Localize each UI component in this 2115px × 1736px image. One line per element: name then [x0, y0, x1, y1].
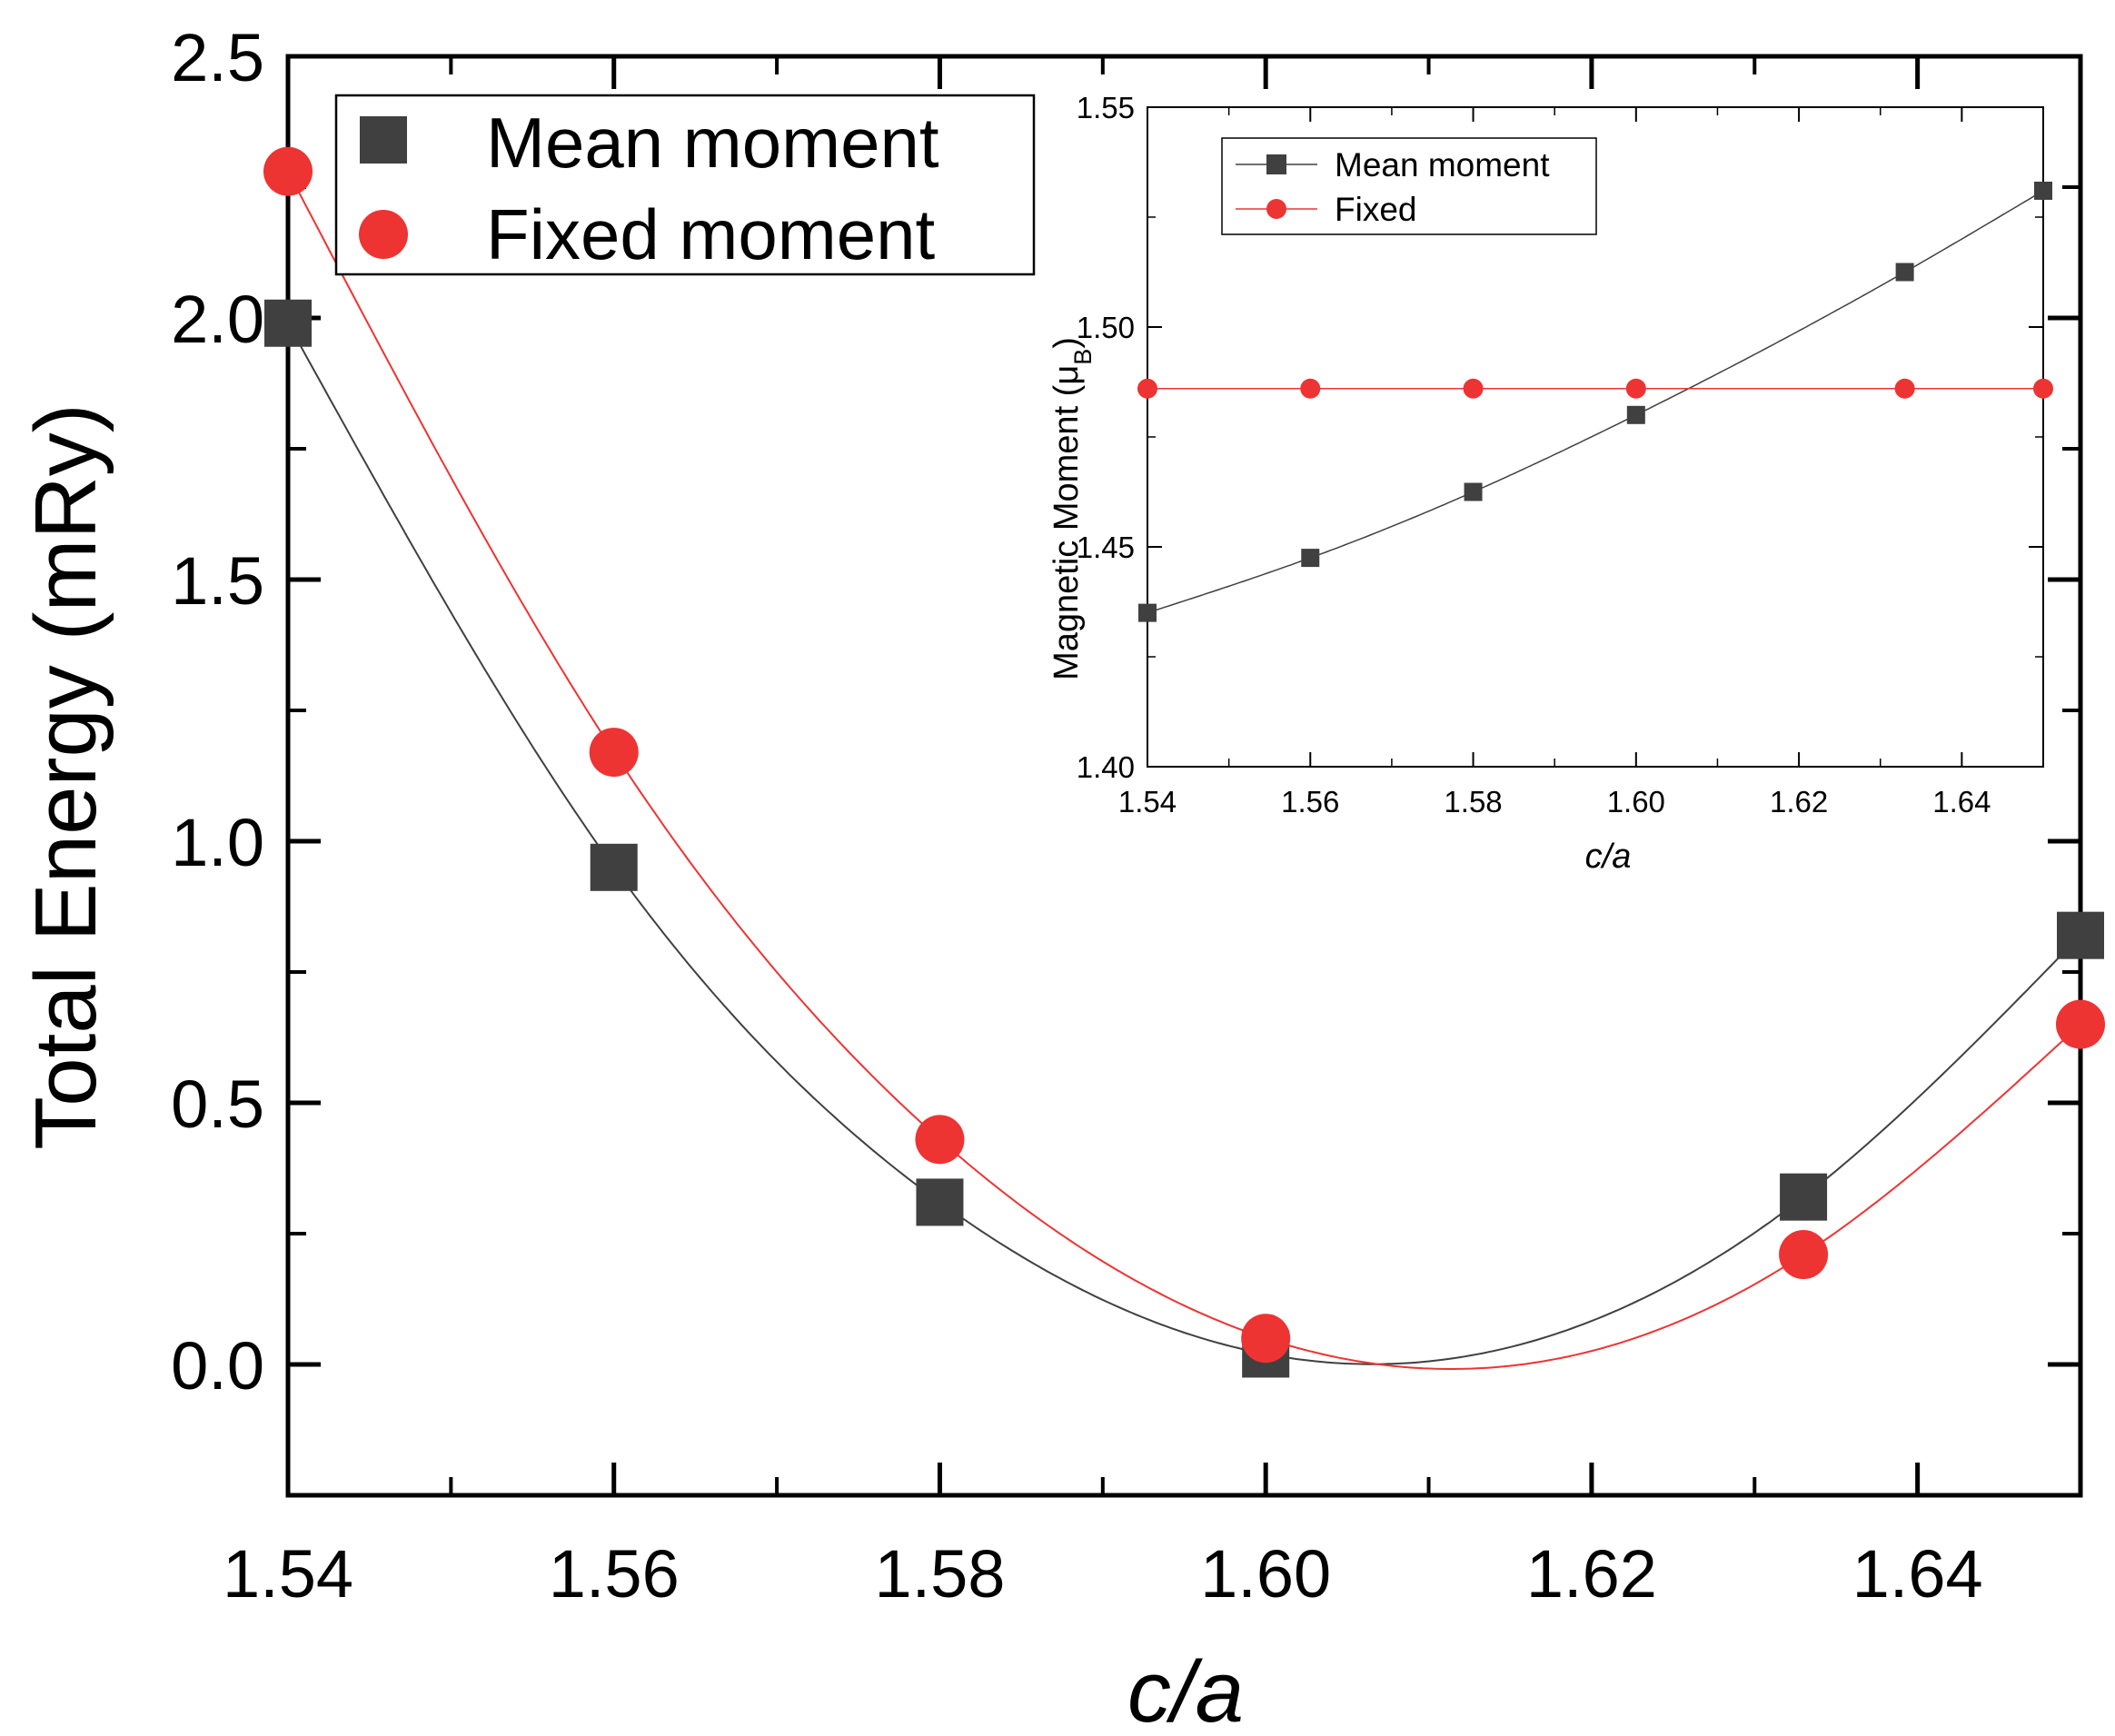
main-y-axis-label: Total Energy (mRy) — [17, 403, 114, 1150]
inset-y-axis-label: Magnetic Moment (μB) — [1048, 337, 1097, 680]
main-point-mean — [590, 843, 638, 891]
main-y-tick-label: 1.5 — [171, 543, 264, 619]
main-point-fixed — [915, 1115, 965, 1165]
main-legend: Mean moment Fixed moment — [334, 94, 1036, 276]
main-axis-ticks — [285, 54, 2080, 1495]
main-x-tick-label: 1.56 — [549, 1536, 680, 1612]
inset-point-mean — [1138, 603, 1157, 622]
main-x-axis-label: c/a — [1127, 1643, 1244, 1736]
inset-legend-label-mean: Mean moment — [1335, 146, 1550, 184]
main-y-tick-labels: 0.0 0.5 1.0 1.5 2.0 2.5 — [171, 20, 264, 1404]
main-x-tick-label: 1.54 — [223, 1536, 353, 1612]
inset-point-fixed — [1625, 378, 1646, 399]
main-point-mean — [264, 299, 312, 347]
inset-x-axis-label: c/a — [1585, 838, 1632, 876]
main-point-fixed — [1241, 1314, 1291, 1364]
main-point-mean — [2057, 911, 2104, 959]
inset-point-fixed — [1894, 378, 1915, 399]
inset-y-axis-label-end: ) — [1048, 337, 1086, 349]
main-data-points — [263, 146, 2105, 1378]
legend-circle-marker-icon — [359, 210, 408, 259]
inset-plot: 1.54 1.56 1.58 1.60 1.62 1.64 1.40 1.45 1.50 1.5… — [1048, 91, 2053, 876]
main-x-tick-label: 1.60 — [1200, 1536, 1331, 1612]
inset-y-tick-label: 1.40 — [1077, 750, 1135, 784]
main-y-tick-label: 1.0 — [171, 805, 264, 880]
inset-axis-ticks — [1147, 106, 2043, 768]
main-y-tick-label: 0.0 — [171, 1328, 264, 1404]
main-y-tick-label: 0.5 — [171, 1066, 264, 1142]
inset-series-line-mean — [1147, 190, 2044, 614]
inset-data-points — [1137, 181, 2053, 622]
inset-y-tick-label: 1.55 — [1077, 91, 1135, 124]
main-legend-label-fixed: Fixed moment — [486, 194, 935, 274]
inset-x-tick-label: 1.58 — [1444, 785, 1502, 818]
main-x-tick-labels: 1.54 1.56 1.58 1.60 1.62 1.64 — [223, 1536, 1983, 1612]
main-point-fixed — [2056, 999, 2105, 1049]
inset-x-tick-label: 1.56 — [1281, 785, 1339, 818]
inset-x-tick-label: 1.60 — [1607, 785, 1665, 818]
main-point-fixed — [1779, 1230, 1829, 1280]
main-y-tick-label: 2.5 — [171, 20, 264, 95]
main-point-mean — [1780, 1173, 1828, 1221]
inset-point-mean — [1626, 405, 1645, 424]
inset-legend-label-fixed: Fixed — [1335, 191, 1416, 228]
inset-legend: Mean moment Fixed — [1221, 137, 1597, 235]
inset-point-mean — [1895, 263, 1914, 282]
inset-x-tick-label: 1.62 — [1770, 785, 1828, 818]
inset-series-lines — [1147, 190, 2044, 614]
inset-x-tick-label: 1.54 — [1118, 785, 1177, 818]
main-fit-curve-fixed — [287, 171, 2081, 1370]
inset-x-tick-labels: 1.54 1.56 1.58 1.60 1.62 1.64 — [1118, 785, 1991, 818]
main-point-fixed — [263, 146, 313, 196]
main-legend-label-mean: Mean moment — [486, 103, 939, 183]
legend-square-marker-icon — [360, 116, 407, 164]
main-x-tick-label: 1.58 — [874, 1536, 1005, 1612]
inset-y-tick-labels: 1.40 1.45 1.50 1.55 — [1077, 91, 1135, 784]
inset-point-fixed — [2033, 378, 2053, 399]
inset-point-fixed — [1137, 378, 1157, 399]
main-point-fixed — [589, 728, 639, 778]
main-point-mean — [916, 1178, 964, 1226]
inset-legend-square-marker-icon — [1266, 154, 1286, 174]
main-x-tick-label: 1.64 — [1852, 1536, 1983, 1612]
inset-y-tick-label: 1.45 — [1077, 531, 1135, 564]
main-plot-frame — [285, 54, 2083, 1498]
inset-legend-circle-marker-icon — [1266, 199, 1286, 219]
inset-point-mean — [1301, 549, 1320, 568]
inset-x-tick-label: 1.64 — [1932, 785, 1991, 818]
inset-y-axis-label-main: Magnetic Moment (μ — [1048, 365, 1086, 680]
inset-legend-box — [1221, 137, 1597, 235]
main-plot: 1.54 1.56 1.58 1.60 1.62 1.64 0.0 0.5 1.0 1.5 2.0… — [17, 20, 2105, 1736]
inset-point-mean — [1464, 482, 1483, 501]
inset-point-fixed — [1463, 378, 1484, 399]
inset-point-mean — [2034, 181, 2052, 200]
inset-y-tick-label: 1.50 — [1077, 311, 1135, 344]
inset-y-axis-label-sub: B — [1069, 349, 1097, 365]
inset-point-fixed — [1300, 378, 1321, 399]
main-x-tick-label: 1.62 — [1526, 1536, 1657, 1612]
main-y-tick-label: 2.0 — [171, 282, 264, 357]
main-legend-box — [334, 94, 1036, 276]
